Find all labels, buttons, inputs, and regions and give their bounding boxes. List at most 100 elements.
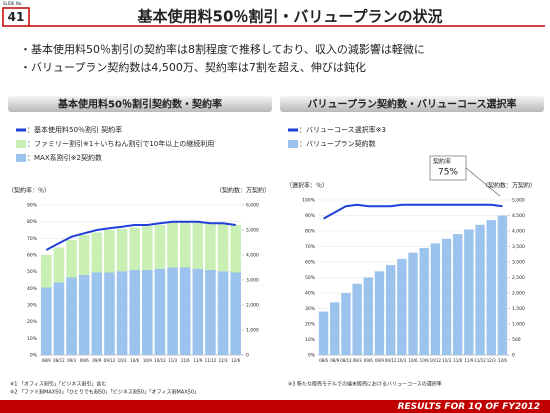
legend-swatch	[288, 140, 298, 148]
bar	[91, 272, 103, 355]
bar	[318, 311, 329, 355]
y-tick-label: 90%	[305, 213, 316, 219]
x-tick-label: 11/3	[168, 358, 177, 363]
y-tick-label: 30%	[305, 306, 316, 312]
slide-label: SLIDE No.	[3, 1, 22, 6]
y-tick-label: 30%	[27, 303, 38, 309]
bar	[78, 275, 90, 355]
y-tick-label: 90%	[27, 203, 38, 209]
x-tick-label: 10/12	[154, 358, 166, 363]
bar	[419, 248, 429, 355]
x-tick-label: 09/12	[385, 358, 397, 363]
annotation-box	[429, 155, 467, 181]
bar	[116, 271, 128, 355]
x-tick-label: 10/6	[409, 358, 418, 363]
y-tick-label: 60%	[305, 260, 316, 266]
number-box	[2, 7, 30, 27]
x-tick-label: 11/9	[193, 358, 202, 363]
y-axis-label: （選択率：％）	[286, 182, 328, 190]
bar	[385, 265, 396, 355]
x-tick-label: 11/3	[442, 358, 451, 363]
x-tick-label: 10/6	[130, 358, 139, 363]
x-tick-label: 08/12	[340, 358, 352, 363]
legend-label: ：バリューコース選択率※3	[299, 125, 386, 134]
slide-number: 41	[8, 10, 25, 24]
bar	[497, 215, 508, 355]
x-tick-label: 09/6	[364, 358, 373, 363]
x-tick-label: 11/12	[205, 358, 217, 363]
bar	[41, 255, 52, 288]
y-axis-label: （契約率：％）	[8, 187, 50, 195]
y-tick-label: 20%	[305, 322, 316, 328]
annotation-label: 契約率	[433, 158, 451, 166]
x-tick-label: 12/6	[498, 358, 507, 363]
y-tick-label: 20%	[27, 319, 38, 325]
footnote: ※1 「オフィス割引」「ビジネス割引」含む	[10, 381, 106, 388]
bar	[179, 222, 191, 268]
x-tick-label: 09/6	[80, 358, 89, 363]
footnote: ※3 新たな販売モデルでの端末販売におけるバリューコースの選択率	[288, 381, 442, 388]
bar	[217, 271, 229, 355]
y2-tick-label: 3,500	[512, 244, 525, 250]
x-tick-label: 08/9	[330, 358, 339, 363]
bar	[441, 238, 452, 355]
panel-title: バリュープラン契約数・バリューコース選択率	[308, 98, 517, 111]
bar	[205, 270, 216, 355]
y2-tick-label: 2,000	[512, 291, 525, 297]
y-tick-label: 70%	[27, 236, 38, 242]
y2-tick-label: 2,000	[246, 303, 259, 309]
bar	[129, 270, 140, 355]
footer: RESULTS FOR 1Q OF FY2012	[398, 402, 540, 412]
x-tick-label: 10/3	[397, 358, 406, 363]
y2-tick-label: 3,000	[512, 260, 525, 266]
bar	[205, 223, 216, 270]
y-tick-label: 70%	[305, 244, 316, 250]
x-tick-label: 11/12	[474, 358, 486, 363]
bar	[78, 235, 90, 275]
y2-tick-label: 3,000	[246, 278, 259, 284]
x-tick-label: 10/9	[143, 358, 152, 363]
legend-swatch	[16, 154, 26, 162]
y2-axis-label: （契約数：万契約）	[216, 187, 270, 195]
x-tick-label: 10/3	[118, 358, 127, 363]
bar	[430, 243, 441, 355]
y-tick-label: 50%	[305, 275, 316, 281]
footnote: ※2 「ファミ割MAX50」「ひとりでも割50」「ビジネス割50」「オフィス割M…	[10, 389, 199, 396]
x-tick-label: 11/9	[464, 358, 473, 363]
y2-tick-label: 0	[246, 353, 249, 359]
y-tick-label: 50%	[27, 269, 38, 275]
panel-header	[8, 96, 272, 112]
y-tick-label: 80%	[27, 219, 38, 225]
legend-label: ：MAX系割引※2契約数	[27, 153, 102, 162]
bar	[66, 277, 77, 355]
y-tick-label: 10%	[27, 336, 38, 342]
y-tick-label: 80%	[305, 229, 316, 235]
bar	[66, 240, 77, 278]
bar	[142, 226, 153, 270]
y-tick-label: 0%	[30, 353, 38, 359]
y2-tick-label: 1,000	[246, 328, 259, 334]
bar	[53, 282, 65, 355]
y2-tick-label: 1,500	[512, 306, 525, 312]
x-tick-label: 09/9	[92, 358, 101, 363]
y-tick-label: 40%	[305, 291, 316, 297]
y2-axis-label: （契約数：万契約）	[482, 182, 536, 190]
bar	[167, 222, 178, 268]
y-tick-label: 60%	[27, 253, 38, 259]
bar	[154, 268, 166, 355]
bar	[374, 271, 385, 355]
y-tick-label: 40%	[27, 286, 38, 292]
legend-label: ：バリュープラン契約数	[299, 139, 376, 148]
bar	[129, 227, 140, 270]
x-tick-label: 08/9	[42, 358, 51, 363]
x-tick-label: 08/12	[53, 358, 65, 363]
x-tick-label: 11/6	[181, 358, 190, 363]
x-tick-label: 10/12	[430, 358, 442, 363]
bullet: ・バリュープラン契約数は4,500万、契約率は7割を超え、伸びは鈍化	[20, 60, 366, 74]
x-tick-label: 08/6	[319, 358, 328, 363]
y2-tick-label: 4,500	[512, 213, 525, 219]
annotation-value: 75%	[438, 168, 458, 178]
bar	[464, 229, 474, 355]
y-tick-label: 100%	[302, 198, 316, 204]
